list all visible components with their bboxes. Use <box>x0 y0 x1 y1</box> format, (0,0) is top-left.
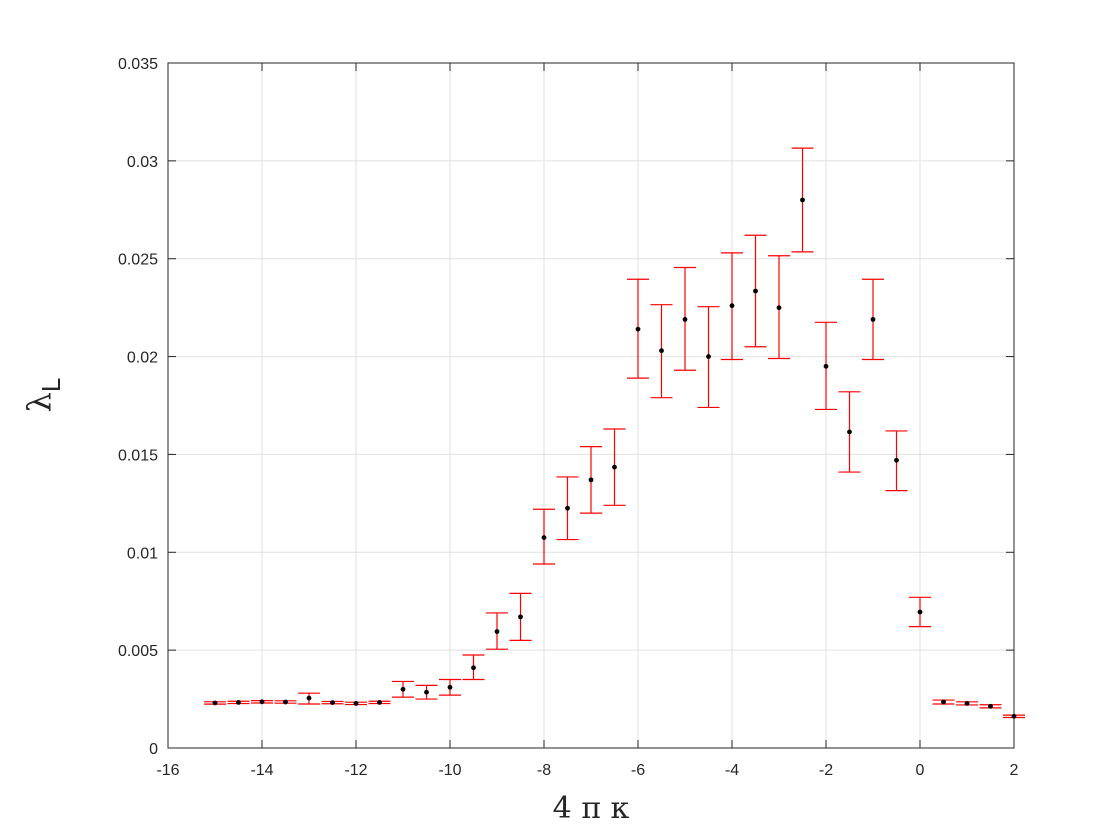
error-bars <box>204 147 1025 719</box>
data-point <box>541 535 547 541</box>
data-point <box>236 699 241 705</box>
data-point <box>941 699 946 705</box>
data-point <box>988 703 993 709</box>
y-axis-label: λL <box>20 378 66 413</box>
data-point <box>377 699 382 705</box>
data-point <box>471 665 476 671</box>
data-point <box>494 629 500 634</box>
x-tick-labels: -16 -14 -12 -10 -8 -6 -4 -2 0 2 <box>156 762 1018 779</box>
data-point <box>776 305 782 311</box>
svg-text:λL: λL <box>20 378 66 413</box>
data-point <box>706 354 711 359</box>
data-point <box>729 303 735 309</box>
x-tick-label: -4 <box>725 762 739 779</box>
x-tick-label: -12 <box>344 762 367 779</box>
ticks <box>167 62 1015 749</box>
data-point <box>612 464 617 470</box>
y-tick-label: 0.03 <box>127 154 158 171</box>
x-axis-label: 4 π κ <box>553 791 630 826</box>
x-tick-label: 0 <box>916 762 925 779</box>
data-point <box>424 689 429 695</box>
data-point <box>917 609 923 615</box>
data-point <box>1011 713 1017 719</box>
data-point <box>635 326 641 332</box>
y-tick-label: 0.01 <box>127 545 158 562</box>
data-point <box>283 699 288 705</box>
data-point <box>400 686 406 692</box>
data-point <box>682 316 688 322</box>
data-point <box>518 614 523 620</box>
x-tick-label: -2 <box>819 762 833 779</box>
data-point <box>330 700 335 705</box>
x-tick-label: -14 <box>250 762 273 779</box>
data-point <box>753 288 758 294</box>
x-tick-label: -16 <box>156 762 179 779</box>
y-axis-label-sub: L <box>36 378 66 392</box>
data-point <box>588 477 594 483</box>
plot-frame <box>167 62 1015 749</box>
y-tick-label: 0.025 <box>118 252 158 269</box>
data-point <box>447 684 453 690</box>
y-tick-label: 0.005 <box>118 643 158 660</box>
y-tick-label: 0 <box>149 741 158 758</box>
data-point <box>870 316 876 322</box>
data-point <box>964 700 970 706</box>
y-tick-label: 0.035 <box>118 56 158 73</box>
data-point <box>259 699 265 705</box>
y-tick-labels: 0 0.005 0.01 0.015 0.02 0.025 0.03 0.035 <box>118 56 158 758</box>
y-tick-label: 0.015 <box>118 447 158 464</box>
x-tick-label: -10 <box>438 762 461 779</box>
data-point <box>800 197 805 203</box>
data-point <box>659 348 664 354</box>
data-point <box>894 457 899 463</box>
data-markers <box>212 197 1017 719</box>
data-point <box>353 700 359 706</box>
data-point <box>212 700 218 706</box>
x-tick-label: -8 <box>537 762 551 779</box>
data-point <box>565 505 570 511</box>
y-axis-label-main: λ <box>20 392 58 412</box>
data-point <box>823 363 829 369</box>
grid <box>167 62 1015 749</box>
data-point <box>306 695 312 701</box>
y-tick-label: 0.02 <box>127 350 158 367</box>
x-tick-label: 2 <box>1010 762 1019 779</box>
data-point <box>847 429 852 435</box>
x-tick-label: -6 <box>631 762 645 779</box>
